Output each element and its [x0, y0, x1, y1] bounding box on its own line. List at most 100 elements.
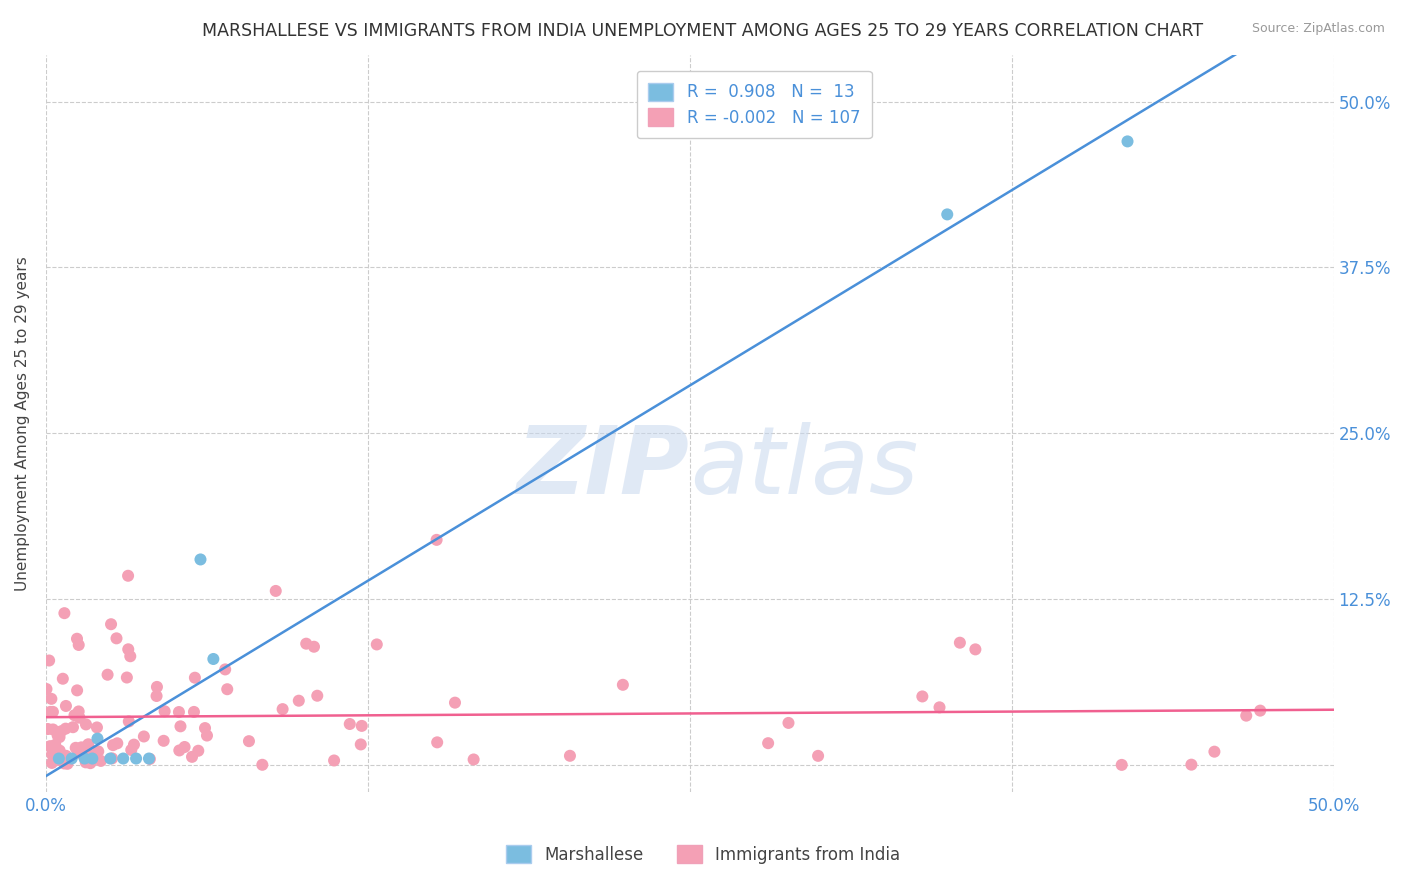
Text: MARSHALLESE VS IMMIGRANTS FROM INDIA UNEMPLOYMENT AMONG AGES 25 TO 29 YEARS CORR: MARSHALLESE VS IMMIGRANTS FROM INDIA UNE…	[202, 22, 1204, 40]
Point	[217, 682, 239, 697]
Point	[115, 671, 138, 685]
Point	[66, 632, 89, 646]
Point	[118, 714, 141, 729]
Point	[97, 667, 120, 681]
Point	[117, 642, 139, 657]
Point	[350, 719, 373, 733]
Point	[55, 722, 77, 736]
Point	[756, 736, 779, 750]
Point	[350, 738, 373, 752]
Point	[70, 740, 93, 755]
Point	[87, 744, 110, 758]
Point	[936, 207, 959, 221]
Point	[288, 694, 311, 708]
Point	[63, 708, 86, 723]
Point	[77, 737, 100, 751]
Point	[105, 632, 128, 646]
Text: Source: ZipAtlas.com: Source: ZipAtlas.com	[1251, 22, 1385, 36]
Point	[426, 735, 449, 749]
Point	[153, 704, 176, 718]
Point	[1249, 704, 1271, 718]
Point	[120, 743, 142, 757]
Point	[48, 751, 70, 765]
Point	[145, 689, 167, 703]
Point	[66, 683, 89, 698]
Point	[612, 678, 634, 692]
Point	[67, 705, 90, 719]
Point	[79, 756, 101, 771]
Point	[339, 717, 361, 731]
Point	[35, 681, 58, 696]
Point	[214, 662, 236, 676]
Point	[169, 743, 191, 757]
Point	[146, 680, 169, 694]
Point	[928, 700, 950, 714]
Point	[44, 743, 66, 757]
Point	[73, 751, 96, 765]
Point	[307, 689, 329, 703]
Point	[82, 751, 104, 765]
Point	[100, 617, 122, 632]
Point	[184, 671, 207, 685]
Point	[75, 717, 97, 731]
Point	[1116, 135, 1139, 149]
Point	[132, 730, 155, 744]
Point	[69, 711, 91, 725]
Point	[38, 653, 60, 667]
Point	[1234, 708, 1257, 723]
Point	[51, 724, 73, 739]
Point	[46, 729, 69, 743]
Point	[117, 568, 139, 582]
Point	[139, 752, 162, 766]
Point	[264, 583, 287, 598]
Point	[53, 606, 76, 620]
Point	[558, 748, 581, 763]
Point	[44, 738, 66, 752]
Point	[41, 756, 63, 770]
Point	[366, 637, 388, 651]
Point	[202, 652, 225, 666]
Point	[41, 747, 63, 762]
Point	[86, 731, 108, 746]
Point	[42, 705, 65, 719]
Point	[39, 739, 62, 753]
Point	[271, 702, 294, 716]
Point	[238, 734, 260, 748]
Point	[60, 751, 83, 765]
Point	[112, 751, 135, 765]
Point	[444, 696, 467, 710]
Point	[67, 638, 90, 652]
Point	[41, 691, 63, 706]
Point	[55, 698, 77, 713]
Point	[62, 720, 84, 734]
Point	[101, 738, 124, 752]
Legend: R =  0.908   N =  13, R = -0.002   N = 107: R = 0.908 N = 13, R = -0.002 N = 107	[637, 70, 872, 138]
Text: atlas: atlas	[690, 422, 918, 513]
Point	[1204, 745, 1226, 759]
Point	[295, 637, 318, 651]
Point	[125, 751, 148, 765]
Point	[1111, 757, 1133, 772]
Point	[69, 745, 91, 759]
Point	[807, 748, 830, 763]
Point	[323, 754, 346, 768]
Point	[53, 752, 76, 766]
Point	[167, 705, 190, 719]
Point	[53, 756, 76, 771]
Point	[778, 715, 800, 730]
Point	[463, 752, 485, 766]
Point	[426, 533, 449, 547]
Point	[75, 756, 97, 770]
Point	[76, 744, 98, 758]
Point	[122, 738, 145, 752]
Point	[302, 640, 325, 654]
Y-axis label: Unemployment Among Ages 25 to 29 years: Unemployment Among Ages 25 to 29 years	[15, 256, 30, 591]
Text: ZIP: ZIP	[517, 422, 690, 514]
Point	[252, 757, 274, 772]
Point	[101, 751, 124, 765]
Point	[190, 552, 212, 566]
Point	[39, 705, 62, 719]
Point	[70, 747, 93, 762]
Point	[195, 729, 218, 743]
Point	[181, 749, 204, 764]
